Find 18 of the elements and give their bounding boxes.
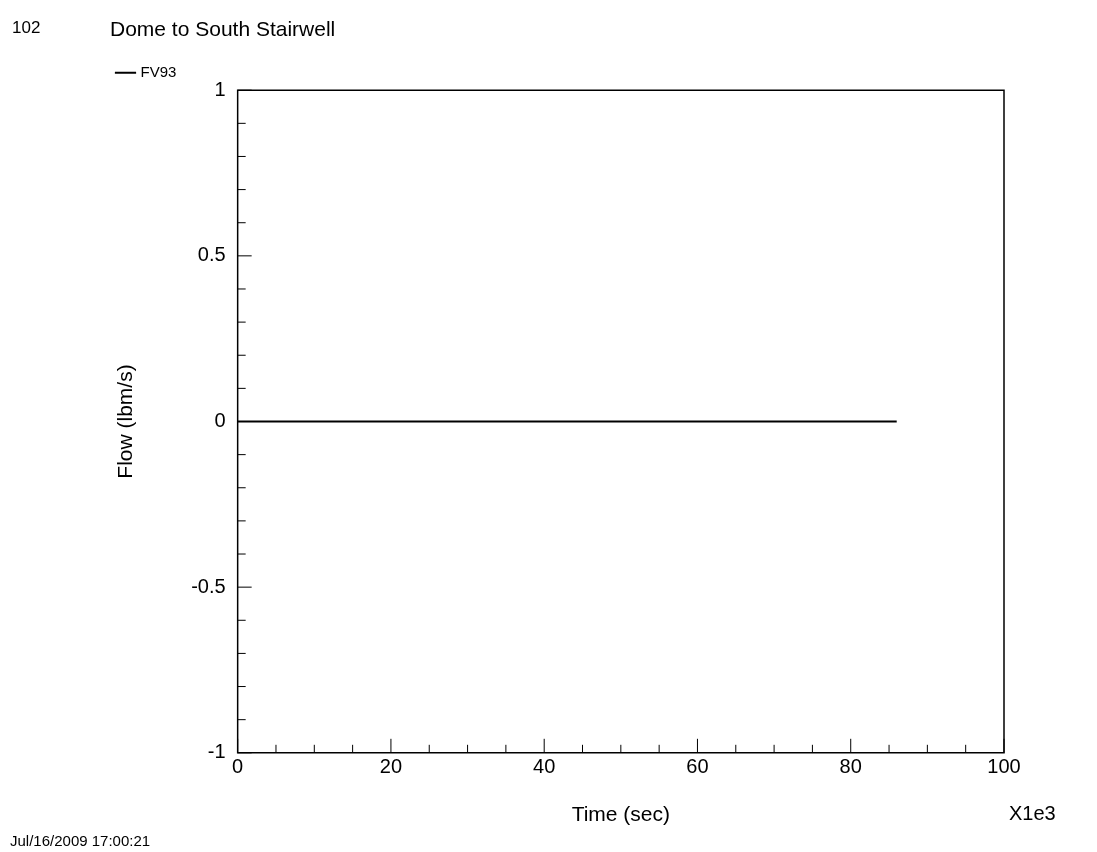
y-tick-label: 0.5	[197, 243, 226, 266]
y-tick-label: -0.5	[191, 574, 226, 597]
y-axis-title: Flow (lbm/s)	[113, 364, 137, 479]
y-tick-label: -1	[207, 740, 226, 763]
x-tick-label: 100	[987, 755, 1021, 778]
x-axis-title: Time (sec)	[571, 802, 671, 826]
text: Jul/16/2009 17:00:21	[10, 832, 151, 850]
x-tick-label: 80	[839, 755, 862, 778]
text: X1e3	[1009, 802, 1056, 825]
x-tick-label: 0	[232, 755, 244, 778]
y-tick-label: 1	[214, 77, 226, 100]
x-tick-label: 40	[533, 755, 556, 778]
text: 102	[12, 17, 41, 37]
y-tick-label: 0	[214, 409, 226, 432]
legend-label: FV93	[140, 62, 177, 80]
x-tick-label: 60	[686, 755, 709, 778]
x-tick-label: 20	[379, 755, 403, 778]
chart-title: Dome to South Stairwell	[110, 17, 336, 41]
